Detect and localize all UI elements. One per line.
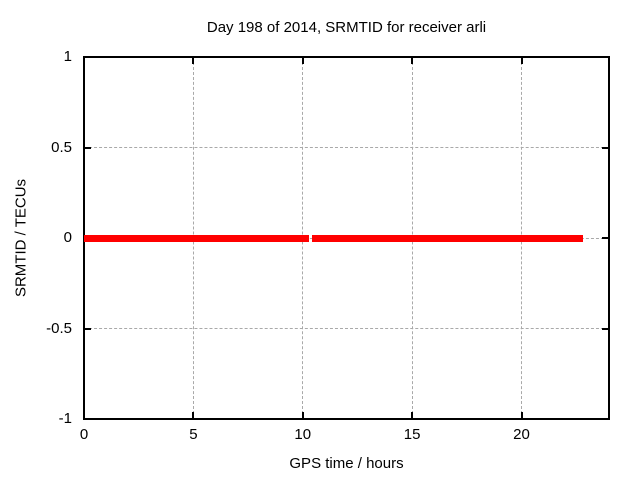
plot-area bbox=[83, 56, 609, 420]
x-tick-label: 0 bbox=[79, 426, 89, 443]
x-tick-label: 10 bbox=[294, 426, 312, 443]
x-tick-mark bbox=[520, 412, 523, 419]
y-tick-label: 1 bbox=[63, 48, 72, 65]
y-tick-mark bbox=[84, 327, 91, 330]
y-tick-label: 0 bbox=[63, 229, 72, 246]
x-tick-mark bbox=[83, 57, 85, 64]
y-tick-mark bbox=[84, 56, 91, 58]
x-tick-label: 20 bbox=[513, 426, 530, 443]
x-tick-mark bbox=[83, 412, 85, 419]
y-tick-mark bbox=[84, 418, 91, 420]
y-axis-label: SRMTID / TECUs bbox=[12, 178, 30, 298]
y-tick-label: 0.5 bbox=[51, 138, 72, 156]
x-tick-label: 5 bbox=[189, 426, 198, 443]
y-tick-mark bbox=[602, 146, 609, 149]
series-segment bbox=[312, 234, 583, 242]
x-tick-mark bbox=[301, 57, 304, 64]
y-tick-mark bbox=[84, 146, 91, 149]
horizontal-gridline bbox=[84, 147, 609, 148]
x-tick-mark bbox=[520, 57, 523, 64]
chart-title: Day 198 of 2014, SRMTID for receiver arl… bbox=[206, 19, 487, 36]
x-tick-mark bbox=[192, 57, 195, 64]
y-tick-mark bbox=[602, 327, 609, 330]
y-tick-mark bbox=[602, 56, 609, 58]
y-tick-label: -0.5 bbox=[46, 319, 72, 337]
y-tick-label: -1 bbox=[58, 410, 72, 427]
horizontal-gridline bbox=[84, 328, 609, 329]
x-tick-mark bbox=[301, 412, 304, 419]
x-tick-mark bbox=[411, 412, 414, 419]
series-segment bbox=[84, 234, 310, 242]
y-tick-mark bbox=[602, 237, 609, 239]
x-axis-label: GPS time / hours bbox=[289, 455, 404, 472]
x-tick-label: 15 bbox=[403, 426, 421, 443]
x-tick-mark bbox=[411, 57, 414, 64]
y-tick-mark bbox=[602, 418, 609, 420]
x-tick-mark bbox=[192, 412, 195, 419]
